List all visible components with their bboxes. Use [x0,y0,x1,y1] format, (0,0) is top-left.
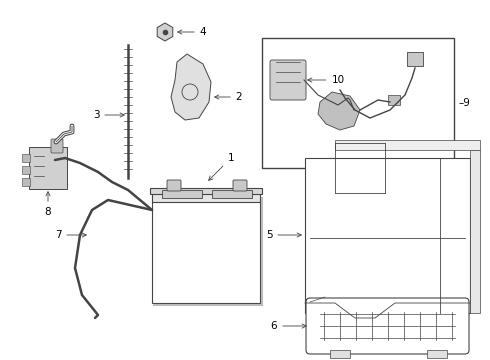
Bar [152,200,260,303]
FancyBboxPatch shape [270,60,306,100]
Bar [407,52,423,66]
FancyBboxPatch shape [167,180,181,191]
FancyBboxPatch shape [51,139,63,153]
Bar [470,150,480,313]
Polygon shape [318,92,360,130]
Bar [262,38,454,168]
Bar [162,190,202,198]
Bar [22,166,30,174]
Text: –9: –9 [458,98,470,108]
Bar [388,95,400,105]
Bar [335,140,480,150]
Bar [330,350,350,358]
Bar [150,188,262,194]
Polygon shape [157,23,173,41]
Bar [305,158,470,313]
FancyBboxPatch shape [306,298,469,354]
Bar [152,190,260,202]
Text: 7: 7 [55,230,86,240]
Text: 4: 4 [178,27,206,37]
FancyBboxPatch shape [233,180,247,191]
Bar [22,154,30,162]
Text: 1: 1 [209,153,234,180]
Bar [22,178,30,186]
Text: 5: 5 [266,230,301,240]
Text: 3: 3 [93,110,124,120]
Text: 2: 2 [215,92,243,102]
Text: 10: 10 [308,75,344,85]
FancyBboxPatch shape [29,147,67,189]
Bar [427,350,447,358]
Polygon shape [171,54,211,120]
Text: 8: 8 [45,192,51,217]
Bar [212,190,252,198]
Text: 6: 6 [270,321,306,331]
